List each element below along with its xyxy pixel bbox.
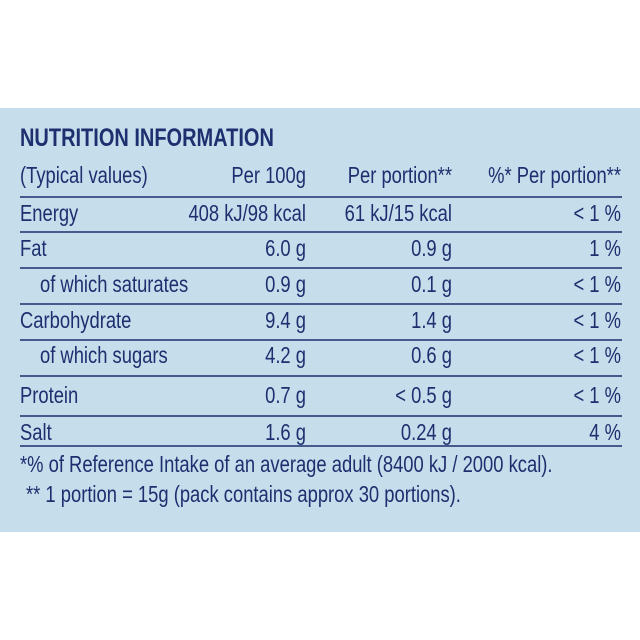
cell: < 0.5 g (395, 383, 452, 408)
cell: 0.9 g (411, 236, 452, 261)
cell: 1.4 g (411, 308, 452, 333)
column-header: (Typical values) (20, 163, 148, 188)
footnote: ** 1 portion = 15g (pack contains approx… (26, 482, 461, 507)
cell: 1.6 g (265, 420, 306, 445)
cell: 408 kJ/98 kcal (188, 201, 306, 226)
footnote: *% of Reference Intake of an average adu… (20, 452, 553, 477)
cell: 0.9 g (265, 272, 306, 297)
column-header: Per 100g (231, 163, 306, 188)
row-label: Protein (20, 383, 78, 408)
row-label: Fat (20, 236, 47, 261)
cell: < 1 % (573, 201, 621, 226)
cell: 6.0 g (265, 236, 306, 261)
column-header: Per portion** (348, 163, 452, 188)
cell: 9.4 g (265, 308, 306, 333)
cell: 0.7 g (265, 383, 306, 408)
row-label: Salt (20, 420, 52, 445)
cell: 0.1 g (411, 272, 452, 297)
cell: < 1 % (573, 272, 621, 297)
row-label: of which sugars (40, 343, 168, 368)
cell: 61 kJ/15 kcal (345, 201, 452, 226)
row-label: Carbohydrate (20, 308, 131, 333)
panel (0, 108, 640, 532)
content: NUTRITION INFORMATION (Typical values) Per… (20, 124, 623, 508)
cell: 1 % (589, 236, 621, 261)
cell: < 1 % (573, 308, 621, 333)
row-label: of which saturates (40, 272, 188, 297)
cell: < 1 % (573, 383, 621, 408)
column-header: %* Per portion** (488, 163, 621, 188)
cell: 0.6 g (411, 343, 452, 368)
cell: 0.24 g (401, 420, 452, 445)
cell: < 1 % (573, 343, 621, 368)
cell: 4 % (589, 420, 621, 445)
title: NUTRITION INFORMATION (20, 124, 274, 152)
cell: 4.2 g (265, 343, 306, 368)
row-label: Energy (20, 201, 79, 226)
